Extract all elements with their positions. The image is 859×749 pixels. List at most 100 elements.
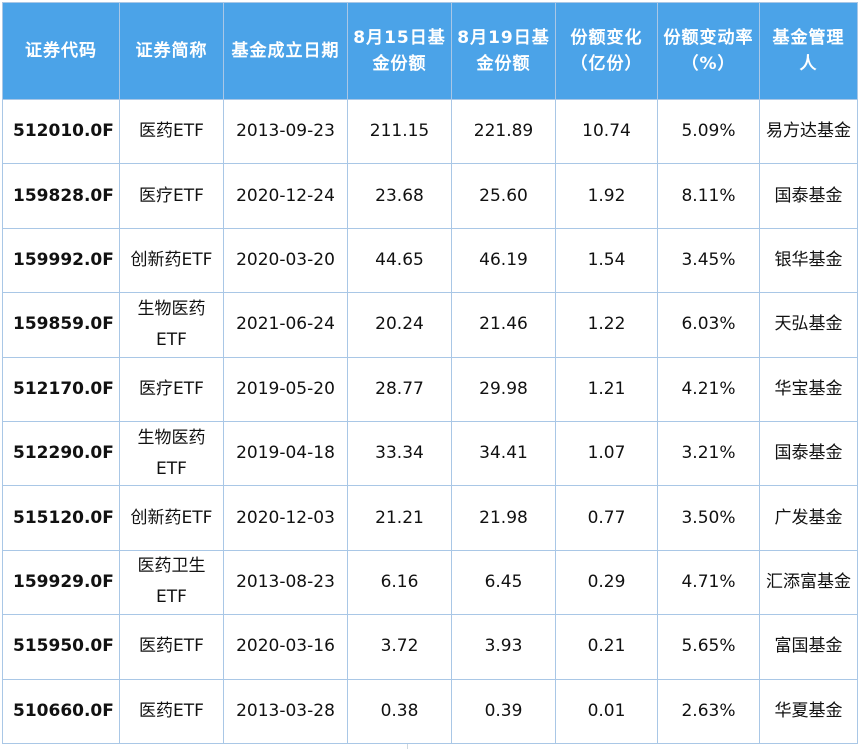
cell-shares-aug19: 221.89: [451, 98, 556, 165]
cell-fund-manager: 银华基金: [759, 227, 858, 294]
cell-security-code: 512010.0F: [2, 98, 120, 165]
cell-inception-date: 2021-06-24: [223, 292, 348, 358]
cell-share-change-rate: 3.45%: [657, 227, 760, 294]
cell-share-change: 0.01: [555, 678, 658, 744]
table-row: 159828.0F 医疗ETF 2020-12-24 23.68 25.60 1.92 8.…: [2, 163, 858, 229]
cell-share-change: 1.21: [555, 356, 658, 422]
cell-security-name: 医疗ETF: [119, 356, 224, 422]
table-row: 159992.0F 创新药ETF 2020-03-20 44.65 46.19 1.54 3…: [2, 227, 858, 294]
cell-inception-date: 2020-03-16: [223, 614, 348, 680]
cell-shares-aug19: 21.98: [451, 485, 556, 551]
cell-inception-date: 2013-09-23: [223, 98, 348, 165]
cell-shares-aug15: 21.21: [347, 485, 452, 551]
cell-shares-aug15: 28.77: [347, 356, 452, 422]
cell-security-code: 159828.0F: [2, 163, 120, 229]
cell-shares-aug19: 34.41: [451, 420, 556, 487]
header-row: 证券代码 证券简称 基金成立日期 8月15日基金份额 8月19日基金份额 份额变…: [2, 2, 858, 100]
cell-security-code: 515950.0F: [2, 614, 120, 680]
cell-fund-manager: 华夏基金: [759, 678, 858, 744]
cell-fund-manager: 国泰基金: [759, 163, 858, 229]
cell-security-name: 创新药ETF: [119, 227, 224, 294]
header-security-code: 证券代码: [2, 2, 120, 100]
cell-security-name: 医药ETF: [119, 98, 224, 165]
cell-security-name: 创新药ETF: [119, 485, 224, 551]
cell-security-name: 医疗ETF: [119, 163, 224, 229]
cell-shares-aug15: 44.65: [347, 227, 452, 294]
cell-share-change-rate: 4.71%: [657, 549, 760, 616]
cell-shares-aug15: 3.72: [347, 614, 452, 680]
cell-share-change-rate: 8.11%: [657, 163, 760, 229]
cell-shares-aug19: 29.98: [451, 356, 556, 422]
cell-security-name: 生物医药ETF: [119, 292, 224, 358]
table-row: 512170.0F 医疗ETF 2019-05-20 28.77 29.98 1.21 4.…: [2, 356, 858, 422]
cell-security-code: 510660.0F: [2, 678, 120, 744]
cell-shares-aug19: 6.45: [451, 549, 556, 616]
cell-share-change: 0.21: [555, 614, 658, 680]
cell-security-code: 512170.0F: [2, 356, 120, 422]
header-inception-date: 基金成立日期: [223, 2, 348, 100]
cell-fund-manager: 富国基金: [759, 614, 858, 680]
cell-share-change: 1.07: [555, 420, 658, 487]
cell-shares-aug19: 3.93: [451, 614, 556, 680]
cell-inception-date: 2020-12-03: [223, 485, 348, 551]
cell-share-change-rate: 5.65%: [657, 614, 760, 680]
cell-share-change-rate: 2.63%: [657, 678, 760, 744]
table-row: 159859.0F 生物医药ETF 2021-06-24 20.24 21.46 1.22…: [2, 292, 858, 358]
table-row: 515950.0F 医药ETF 2020-03-16 3.72 3.93 0.21 5.65…: [2, 614, 858, 680]
cell-fund-manager: 广发基金: [759, 485, 858, 551]
cell-share-change-rate: 4.21%: [657, 356, 760, 422]
table-row: 510660.0F 医药ETF 2013-03-28 0.38 0.39 0.01 2.63…: [2, 678, 858, 744]
cell-security-code: 512290.0F: [2, 420, 120, 487]
cell-shares-aug15: 6.16: [347, 549, 452, 616]
table-bottom-mark: [407, 744, 408, 749]
cell-share-change-rate: 3.50%: [657, 485, 760, 551]
cell-shares-aug15: 211.15: [347, 98, 452, 165]
cell-fund-manager: 国泰基金: [759, 420, 858, 487]
cell-share-change: 0.77: [555, 485, 658, 551]
cell-fund-manager: 易方达基金: [759, 98, 858, 165]
cell-share-change-rate: 6.03%: [657, 292, 760, 358]
cell-share-change: 0.29: [555, 549, 658, 616]
cell-share-change-rate: 3.21%: [657, 420, 760, 487]
header-shares-aug19: 8月19日基金份额: [451, 2, 556, 100]
cell-share-change: 1.92: [555, 163, 658, 229]
cell-fund-manager: 天弘基金: [759, 292, 858, 358]
cell-shares-aug15: 33.34: [347, 420, 452, 487]
cell-shares-aug15: 23.68: [347, 163, 452, 229]
cell-security-name: 生物医药ETF: [119, 420, 224, 487]
cell-shares-aug19: 46.19: [451, 227, 556, 294]
cell-inception-date: 2019-04-18: [223, 420, 348, 487]
cell-security-code: 159859.0F: [2, 292, 120, 358]
cell-fund-manager: 汇添富基金: [759, 549, 858, 616]
cell-share-change: 1.54: [555, 227, 658, 294]
header-share-change-rate: 份额变动率（%）: [657, 2, 760, 100]
cell-share-change-rate: 5.09%: [657, 98, 760, 165]
header-security-name: 证券简称: [119, 2, 224, 100]
cell-security-name: 医药卫生ETF: [119, 549, 224, 616]
cell-inception-date: 2013-08-23: [223, 549, 348, 616]
cell-security-name: 医药ETF: [119, 614, 224, 680]
table-header: 证券代码 证券简称 基金成立日期 8月15日基金份额 8月19日基金份额 份额变…: [2, 2, 858, 100]
cell-inception-date: 2013-03-28: [223, 678, 348, 744]
cell-shares-aug19: 25.60: [451, 163, 556, 229]
table-row: 512010.0F 医药ETF 2013-09-23 211.15 221.89 10.7…: [2, 98, 858, 165]
cell-security-code: 159929.0F: [2, 549, 120, 616]
cell-inception-date: 2019-05-20: [223, 356, 348, 422]
header-shares-aug15: 8月15日基金份额: [347, 2, 452, 100]
table-row: 515120.0F 创新药ETF 2020-12-03 21.21 21.98 0.77 3…: [2, 485, 858, 551]
cell-shares-aug19: 21.46: [451, 292, 556, 358]
cell-inception-date: 2020-12-24: [223, 163, 348, 229]
cell-security-code: 159992.0F: [2, 227, 120, 294]
cell-share-change: 10.74: [555, 98, 658, 165]
cell-share-change: 1.22: [555, 292, 658, 358]
table-body: 512010.0F 医药ETF 2013-09-23 211.15 221.89 10.7…: [2, 98, 858, 744]
table-row: 512290.0F 生物医药ETF 2019-04-18 33.34 34.41 1.07…: [2, 420, 858, 487]
cell-shares-aug19: 0.39: [451, 678, 556, 744]
cell-fund-manager: 华宝基金: [759, 356, 858, 422]
header-fund-manager: 基金管理人: [759, 2, 858, 100]
cell-inception-date: 2020-03-20: [223, 227, 348, 294]
cell-security-code: 515120.0F: [2, 485, 120, 551]
cell-shares-aug15: 20.24: [347, 292, 452, 358]
header-share-change: 份额变化（亿份）: [555, 2, 658, 100]
